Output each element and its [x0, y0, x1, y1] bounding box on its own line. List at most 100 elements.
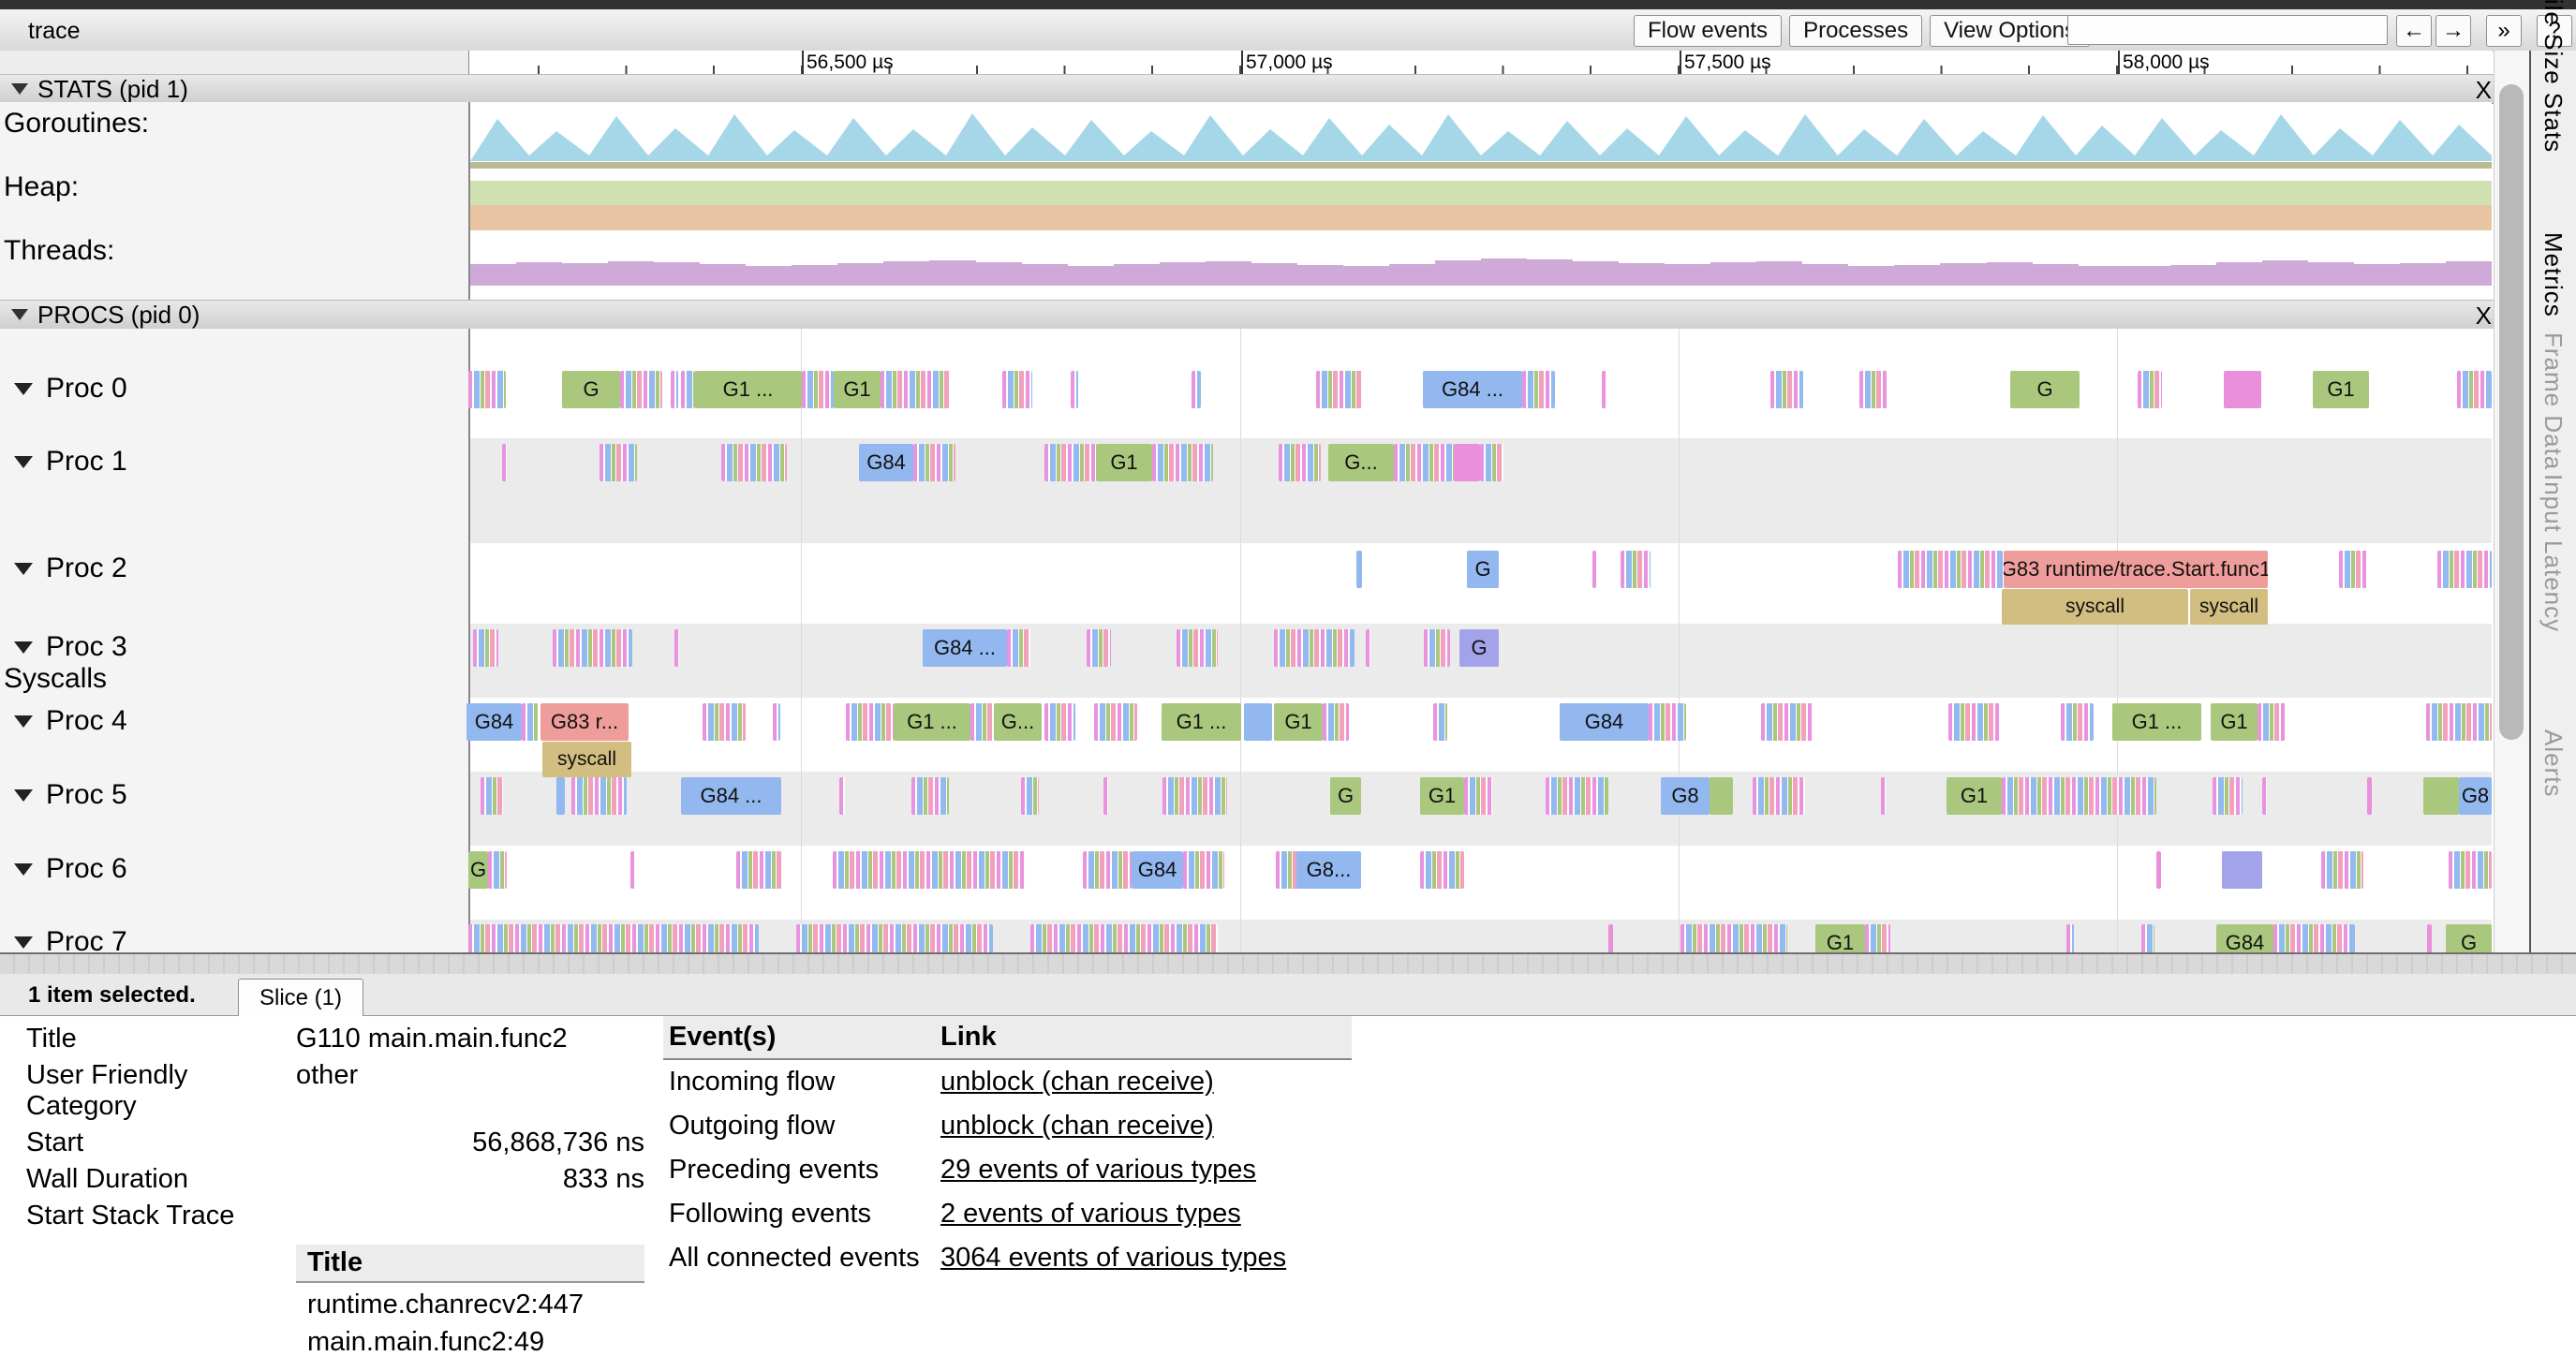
collapse-triangle-icon[interactable]: [14, 455, 33, 468]
trace-slice[interactable]: [1546, 777, 1608, 815]
collapse-triangle-icon[interactable]: [14, 641, 33, 654]
trace-slice[interactable]: [1044, 703, 1075, 741]
trace-slice[interactable]: G84 ...: [923, 629, 1007, 667]
trace-slice[interactable]: [881, 371, 951, 408]
track-label-proc-1[interactable]: Proc 1: [0, 446, 127, 478]
stats-section-header[interactable]: STATS (pid 1) X: [0, 74, 2529, 104]
trace-slice[interactable]: [1394, 444, 1454, 481]
timeline-ruler[interactable]: 56,500 µs 57,000 µs 57,500 µs 58,000 µs: [468, 51, 2493, 76]
trace-slice[interactable]: [736, 851, 782, 889]
trace-slice[interactable]: [1454, 444, 1480, 481]
trace-slice[interactable]: [1898, 551, 2003, 588]
trace-slice[interactable]: [2367, 777, 2372, 815]
trace-slice[interactable]: G1: [2211, 703, 2258, 741]
trace-slice[interactable]: G1 ...: [1162, 703, 1241, 741]
trace-slice[interactable]: [2262, 777, 2267, 815]
track-label-proc-5[interactable]: Proc 5: [0, 779, 127, 811]
trace-slice[interactable]: [2457, 371, 2492, 408]
trace-slice[interactable]: [2141, 924, 2154, 952]
trace-slice[interactable]: [1192, 371, 1201, 408]
trace-slice[interactable]: [1162, 777, 1227, 815]
trace-slice[interactable]: G1: [1274, 703, 1323, 741]
trace-slice[interactable]: [1177, 629, 1218, 667]
trace-slice-syscall[interactable]: syscall: [2002, 589, 2188, 625]
track-label-proc-3[interactable]: Proc 3: [0, 631, 127, 663]
trace-slice[interactable]: G1 ...: [694, 371, 802, 408]
trace-slice[interactable]: G8: [2459, 777, 2492, 815]
trace-slice[interactable]: [1608, 924, 1613, 952]
trace-slice[interactable]: [1680, 924, 1787, 952]
trace-slice[interactable]: [1710, 777, 1733, 815]
trace-slice[interactable]: [1030, 924, 1218, 952]
trace-slice[interactable]: [571, 777, 627, 815]
trace-slice[interactable]: [1592, 551, 1596, 588]
sidebar-tab-metrics[interactable]: Metrics: [2539, 232, 2568, 317]
collapse-triangle-icon[interactable]: [14, 936, 33, 949]
collapse-triangle-icon[interactable]: [14, 382, 33, 395]
trace-slice[interactable]: G: [468, 851, 488, 889]
trace-slice[interactable]: [846, 703, 894, 741]
trace-slice[interactable]: G...: [1328, 444, 1394, 481]
collapse-triangle-icon[interactable]: [11, 309, 28, 320]
trace-slice[interactable]: [1366, 629, 1370, 667]
trace-slice[interactable]: [671, 371, 678, 408]
collapse-triangle-icon[interactable]: [14, 789, 33, 802]
event-link[interactable]: 29 events of various types: [940, 1155, 1256, 1185]
track-label-proc-0[interactable]: Proc 0: [0, 373, 127, 405]
trace-slice[interactable]: [2066, 924, 2074, 952]
trace-slice[interactable]: [1316, 371, 1363, 408]
trace-slice[interactable]: [1021, 777, 1039, 815]
trace-slice[interactable]: G83 r...: [540, 703, 629, 741]
search-input[interactable]: [2067, 15, 2388, 45]
trace-slice[interactable]: G: [1459, 629, 1499, 667]
trace-slice[interactable]: G84: [466, 703, 522, 741]
collapse-triangle-icon[interactable]: [11, 83, 28, 95]
trace-slice[interactable]: [556, 777, 565, 815]
trace-slice[interactable]: [2213, 777, 2243, 815]
trace-slice[interactable]: [681, 371, 694, 408]
trace-slice[interactable]: G1: [1947, 777, 2002, 815]
stats-close-button[interactable]: X: [2475, 76, 2492, 104]
trace-slice[interactable]: [2449, 851, 2492, 889]
track-label-proc-4[interactable]: Proc 4: [0, 705, 127, 737]
trace-slice[interactable]: G8: [1661, 777, 1710, 815]
sidebar-tab-frame-data[interactable]: Frame Data: [2539, 332, 2568, 471]
trace-slice-syscall[interactable]: syscall: [542, 742, 631, 777]
trace-slice[interactable]: G1: [834, 371, 881, 408]
trace-slice[interactable]: [1007, 629, 1030, 667]
trace-slice[interactable]: [2339, 551, 2367, 588]
back-arrow-button[interactable]: ←: [2396, 15, 2432, 47]
trace-slice[interactable]: G84 ...: [1423, 371, 1522, 408]
trace-slice[interactable]: G84: [1132, 851, 1183, 889]
trace-slice[interactable]: [913, 444, 955, 481]
trace-slice[interactable]: [481, 777, 503, 815]
trace-slice[interactable]: [1480, 444, 1503, 481]
trace-slice[interactable]: [773, 703, 780, 741]
trace-slice[interactable]: [2222, 851, 2262, 889]
event-link[interactable]: 3064 events of various types: [940, 1243, 1287, 1273]
trace-slice[interactable]: [2138, 371, 2162, 408]
fast-forward-button[interactable]: »: [2486, 15, 2522, 47]
trace-slice[interactable]: [1276, 851, 1299, 889]
trace-slice[interactable]: [1420, 851, 1464, 889]
trace-slice[interactable]: [522, 703, 539, 741]
event-link[interactable]: unblock (chan receive): [940, 1111, 1214, 1141]
trace-slice[interactable]: [1602, 371, 1607, 408]
trace-slice[interactable]: [1770, 371, 1803, 408]
trace-slice[interactable]: [1152, 444, 1213, 481]
trace-slice[interactable]: G: [1467, 551, 1499, 588]
collapse-triangle-icon[interactable]: [14, 862, 33, 876]
trace-slice[interactable]: G: [2446, 924, 2492, 952]
trace-slice[interactable]: [2273, 924, 2355, 952]
trace-slice[interactable]: G84 ...: [681, 777, 781, 815]
view-options-button[interactable]: View Options: [1930, 15, 2091, 47]
trace-slice[interactable]: G84: [2216, 924, 2273, 952]
trace-slice[interactable]: [630, 851, 635, 889]
trace-slice[interactable]: G83 runtime/trace.Start.func1: [2004, 551, 2268, 588]
scrollbar-thumb[interactable]: [2499, 84, 2524, 740]
trace-slice[interactable]: [2423, 777, 2459, 815]
trace-slice[interactable]: [473, 629, 498, 667]
trace-slice[interactable]: [1948, 703, 2000, 741]
trace-slice[interactable]: [2437, 551, 2492, 588]
trace-slice[interactable]: [600, 444, 637, 481]
